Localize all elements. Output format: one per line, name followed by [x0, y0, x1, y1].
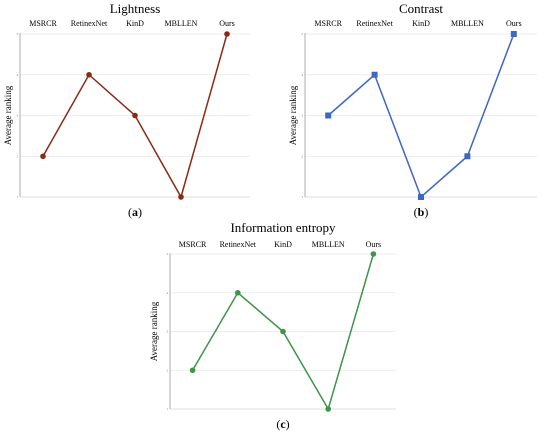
y-tick-label: 1	[17, 195, 19, 199]
data-point	[178, 194, 184, 200]
data-point	[370, 251, 377, 257]
y-tick-label: 2	[302, 154, 304, 158]
y-tick-label: 4	[167, 291, 169, 295]
y-tick-label: 1	[167, 407, 169, 411]
y-axis-label: Average ranking	[3, 85, 13, 145]
data-point	[418, 194, 424, 200]
chart-panel-c: Information entropy 1 2 3 4 5 MSRCR RetinexNet K…	[149, 220, 396, 431]
y-tick-label: 2	[17, 154, 19, 158]
data-point	[464, 153, 471, 160]
panel-label: (a)	[128, 205, 142, 219]
chart-title: Contrast	[399, 1, 443, 16]
data-point	[86, 71, 92, 78]
panel-label: (b)	[414, 205, 429, 219]
category-label: MBLLEN	[165, 19, 198, 28]
y-tick-label: 4	[17, 73, 19, 77]
category-label: Ours	[366, 240, 382, 249]
panel-label: (c)	[276, 417, 289, 431]
category-label: MSRCR	[314, 19, 342, 28]
chart-title: Lightness	[110, 1, 161, 16]
chart-title: Information entropy	[230, 220, 336, 235]
y-tick-label: 3	[17, 114, 19, 118]
chart-panel-b: Contrast 1 2 3 4 5 MSRCR RetinexNet KinD MBLLEN Ou…	[288, 1, 537, 219]
data-point	[325, 112, 332, 119]
y-tick-label: 1	[302, 195, 304, 199]
category-label: MSRCR	[29, 19, 57, 28]
data-point	[325, 406, 332, 412]
data-point	[189, 367, 196, 374]
y-axis-label: Average ranking	[149, 301, 159, 361]
y-tick-label: 2	[167, 368, 169, 372]
data-point	[510, 31, 517, 37]
category-label: MSRCR	[179, 240, 207, 249]
data-point	[224, 31, 230, 37]
category-label: MBLLEN	[451, 19, 484, 28]
data-point	[132, 112, 138, 119]
category-label: KinD	[274, 240, 292, 249]
y-tick-label: 4	[302, 73, 304, 77]
chart-panel-a: Lightness 1 2 3 4 5 MSRCR RetinexNet KinD MBLLEN O…	[3, 1, 250, 219]
category-label: RetinexNet	[71, 19, 108, 28]
data-point	[40, 153, 46, 160]
data-point	[371, 71, 378, 78]
category-label: KinD	[412, 19, 430, 28]
category-label: Ours	[219, 19, 235, 28]
y-axis-label: Average ranking	[288, 85, 298, 145]
category-label: RetinexNet	[220, 240, 257, 249]
y-tick-label: 5	[302, 32, 304, 36]
y-tick-label: 5	[17, 32, 19, 36]
y-tick-label: 5	[167, 252, 169, 256]
y-tick-label: 3	[302, 114, 304, 118]
category-label: RetinexNet	[356, 19, 393, 28]
data-point	[235, 289, 241, 296]
category-label: KinD	[126, 19, 144, 28]
category-label: MBLLEN	[312, 240, 345, 249]
data-point	[280, 328, 286, 335]
category-label: Ours	[506, 19, 522, 28]
y-tick-label: 3	[167, 330, 169, 334]
